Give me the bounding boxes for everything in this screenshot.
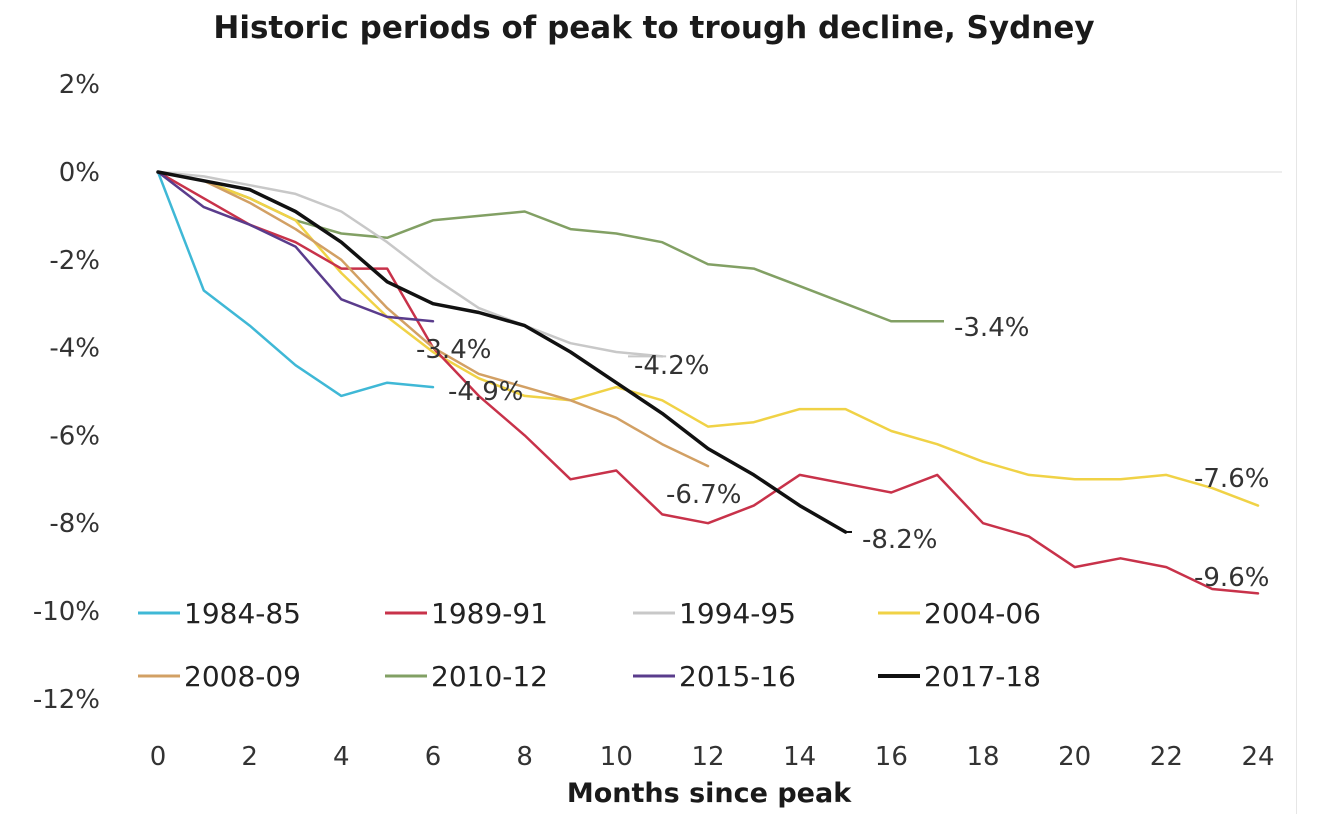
legend-label-1994-95: 1994-95 [679,597,796,630]
y-tick-label: -4% [49,334,100,364]
y-tick-label: -10% [33,597,100,627]
y-tick-label: 0% [59,158,100,188]
legend-label-2004-06: 2004-06 [924,597,1041,630]
series-line-2008-09 [156,170,710,468]
legend-label-2010-12: 2010-12 [431,660,548,693]
series-line-1994-95 [156,170,664,358]
x-tick-label: 20 [1058,742,1091,772]
chart-title: Historic periods of peak to trough decli… [213,10,1095,46]
legend-label-2008-09: 2008-09 [184,660,301,693]
series-line-2004-06 [156,170,1260,507]
y-tick-label: -12% [33,685,100,715]
legend-label-2015-16: 2015-16 [679,660,796,693]
x-tick-label: 2 [241,742,258,772]
chart-border [1296,0,1297,814]
y-tick-label: -6% [49,421,100,451]
series-line-1989-91 [156,170,1260,595]
x-tick-label: 10 [600,742,633,772]
end-label-2015-16: -3.4% [416,335,491,365]
legend-label-2017-18: 2017-18 [924,660,1041,693]
legend-label-1989-91: 1989-91 [431,597,548,630]
x-tick-label: 0 [150,742,167,772]
end-label-1989-91: -9.6% [1194,563,1269,593]
end-label-2017-18: -8.2% [862,525,937,555]
x-tick-label: 22 [1150,742,1183,772]
y-tick-label: 2% [59,70,100,100]
end-label-2004-06: -7.6% [1194,464,1269,494]
series-line-2015-16 [156,170,435,323]
x-tick-label: 4 [333,742,350,772]
end-label-1984-85: -4.9% [448,377,523,407]
x-axis-title: Months since peak [566,778,852,809]
x-tick-label: 16 [875,742,908,772]
end-label-2010-12: -3.4% [954,313,1029,343]
end-label-2008-09: -6.7% [666,480,741,510]
x-tick-label: 14 [783,742,816,772]
series-line-1984-85 [156,170,435,398]
end-label-1994-95: -4.2% [634,351,709,381]
x-tick-label: 24 [1241,742,1274,772]
x-tick-label: 18 [966,742,999,772]
series-line-2017-18 [156,170,848,534]
x-tick-label: 8 [516,742,533,772]
series-line-2010-12 [156,170,939,323]
y-tick-label: -8% [49,509,100,539]
y-tick-label: -2% [49,246,100,276]
legend-label-1984-85: 1984-85 [184,597,301,630]
x-tick-label: 12 [691,742,724,772]
x-tick-label: 6 [425,742,442,772]
